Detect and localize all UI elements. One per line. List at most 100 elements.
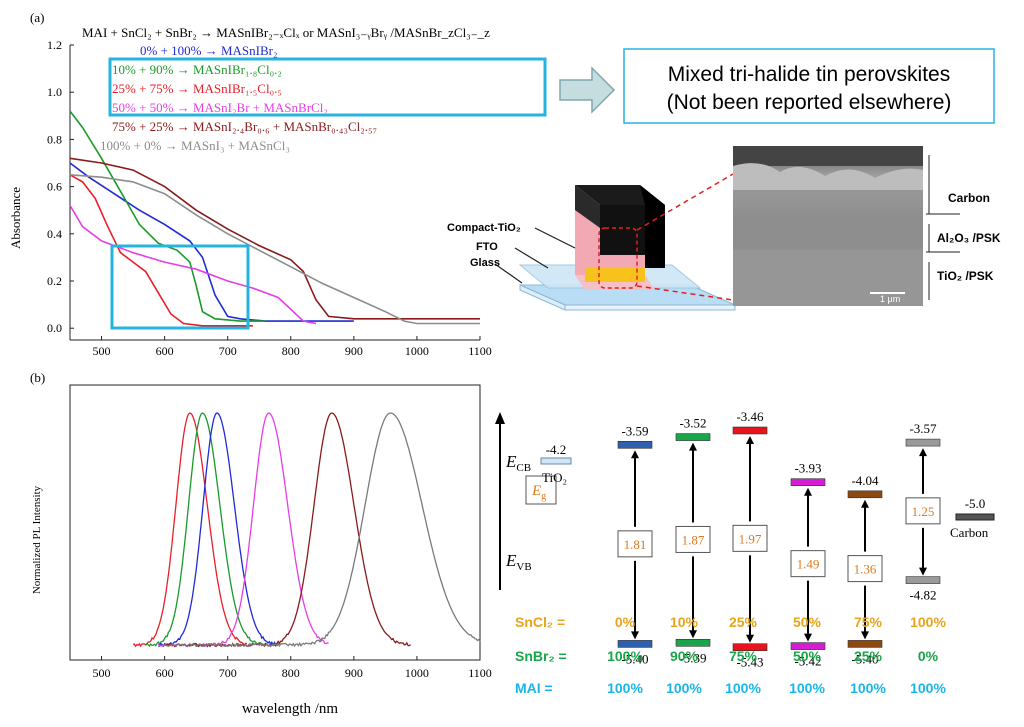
abs-y-tick-label: 0.4 xyxy=(47,227,62,241)
vb-level-0 xyxy=(617,640,653,648)
up-arrow-head-0 xyxy=(631,450,639,459)
tio2-layer-label: TiO₂ /PSK xyxy=(937,269,994,283)
glass-label: Glass xyxy=(470,257,500,269)
abs-x-tick-label: 800 xyxy=(282,344,300,358)
scale-bar-label: 1 μm xyxy=(880,294,900,304)
vb-value-5: -4.82 xyxy=(909,588,936,603)
panel-b-label: (b) xyxy=(30,370,45,385)
energy-diagram: -3.59 -5.40 1.81 -3.52 -5.39 1.87 -3.46 -5.43 1.… xyxy=(495,409,941,670)
sncl2-row-label: SnCl₂ = xyxy=(515,614,565,630)
cb-level-0 xyxy=(617,440,653,449)
down-arrow-head-0 xyxy=(631,631,639,640)
abs-x-tick-label: 700 xyxy=(219,344,237,358)
cb-value-3: -3.93 xyxy=(794,461,821,476)
sncl2-value-4: 75% xyxy=(854,614,883,630)
eg-value-1: 1.87 xyxy=(682,532,705,547)
down-arrow-head-3 xyxy=(804,633,812,642)
callout-line-2: (Not been reported elsewhere) xyxy=(667,91,952,114)
vb-value-1: -5.39 xyxy=(679,650,706,665)
down-arrow-head-1 xyxy=(689,630,697,639)
cb-value-2: -3.46 xyxy=(736,409,764,424)
vb-level-2 xyxy=(732,643,768,652)
carbon-layer-label: Carbon xyxy=(948,191,990,205)
abs-series-1 xyxy=(69,110,266,322)
eg-box-3 xyxy=(790,550,826,578)
al2o3-layer-label: Al₂O₃ /PSK xyxy=(937,231,1001,245)
eg-box xyxy=(525,475,557,505)
carbon-level-value: -5.0 xyxy=(965,496,986,511)
evb-label: EVB xyxy=(505,551,532,573)
abs-series-2 xyxy=(69,174,253,327)
compact-tio2-label: Compact-TiO₂ xyxy=(447,222,521,234)
snbr2-value-5: 0% xyxy=(918,648,939,664)
eg-value-0: 1.81 xyxy=(624,537,647,552)
carbon-level xyxy=(955,513,995,521)
eg-box-0 xyxy=(617,530,653,558)
mai-row-label: MAI = xyxy=(515,680,553,696)
cb-value-4: -4.04 xyxy=(851,473,879,488)
legend-entry-2: 25% + 75% → MASnIBr₁.₅Cl₀.₅ xyxy=(112,81,282,96)
pl-series-5 xyxy=(164,412,481,648)
mai-value-0: 100% xyxy=(607,680,643,696)
pl-series-4 xyxy=(164,412,411,648)
highlight-box-legend xyxy=(108,57,547,117)
pl-x-tick-label: 500 xyxy=(93,666,111,680)
abs-y-tick-label: 0.2 xyxy=(47,274,62,288)
legend-entry-5: 100% + 0% → MASnI₃ + MASnCl₃ xyxy=(100,138,290,153)
abs-series-3 xyxy=(69,205,317,325)
mai-value-4: 100% xyxy=(850,680,886,696)
device-schematic: Compact-TiO₂ FTO Glass xyxy=(447,173,736,311)
abs-x-tick-label: 1000 xyxy=(405,344,429,358)
highlight-box-edges xyxy=(110,244,250,330)
eg-label: Eg xyxy=(531,483,546,502)
cb-value-0: -3.59 xyxy=(621,423,648,438)
callout-arrow-icon xyxy=(559,66,616,114)
up-arrow-head-5 xyxy=(919,448,927,457)
absorbance-axes: 500 600 700 800 900 1000 1100 0.0 0.2 0.4 0.6 0.8 1.… xyxy=(47,38,492,358)
abs-x-tick-label: 500 xyxy=(93,344,111,358)
legend-entry-1: 10% + 90% → MASnIBr₁.₈Cl₀.₂ xyxy=(112,62,282,77)
pl-x-tick-label: 700 xyxy=(219,666,237,680)
absorbance-curves xyxy=(69,110,480,327)
callout-line-1: Mixed tri-halide tin perovskites xyxy=(668,63,950,86)
up-arrow-head-4 xyxy=(861,499,869,508)
snbr2-value-0: 100% xyxy=(607,648,643,664)
sncl2-value-0: 0% xyxy=(615,614,636,630)
abs-y-tick-label: 1.2 xyxy=(47,38,62,52)
absorbance-ylabel: Absorbance xyxy=(8,187,23,249)
abs-y-tick-label: 0.6 xyxy=(47,180,62,194)
pl-series-0 xyxy=(132,412,248,648)
vb-level-5 xyxy=(905,576,941,584)
snbr2-value-1: 90% xyxy=(670,648,699,664)
snbr2-value-4: 25% xyxy=(854,648,883,664)
pl-frame xyxy=(69,384,481,661)
sncl2-value-3: 50% xyxy=(793,614,822,630)
abs-y-tick-label: 1.0 xyxy=(47,85,62,99)
composition-legend: 0% + 100% → MASnIBr₂ 10% + 90% → MASnIBr₁… xyxy=(100,43,377,153)
mai-value-2: 100% xyxy=(725,680,761,696)
abs-series-5 xyxy=(69,174,480,325)
mai-value-5: 100% xyxy=(910,680,946,696)
pl-curves xyxy=(132,412,481,648)
cb-value-1: -3.52 xyxy=(679,416,706,431)
vb-value-2: -5.43 xyxy=(736,655,763,670)
abs-x-tick-label: 1100 xyxy=(468,344,492,358)
abs-x-tick-label: 600 xyxy=(156,344,174,358)
up-arrow-head-2 xyxy=(746,436,754,444)
cb-level-5 xyxy=(905,438,941,447)
ecb-label: ECB xyxy=(505,452,531,474)
pl-axes: 500 600 700 800 900 1000 1100 xyxy=(69,384,492,680)
pl-xlabel: wavelength /nm xyxy=(242,701,339,717)
pl-x-tick-label: 800 xyxy=(282,666,300,680)
sncl2-value-5: 100% xyxy=(910,614,946,630)
vb-level-3 xyxy=(790,642,826,650)
carbon-level-label: Carbon xyxy=(950,525,989,540)
legend-entry-4: 75% + 25% → MASnI₂.₄Br₀.₆ + MASnBr₀.₄₃Cl… xyxy=(112,119,377,134)
up-arrow-head-3 xyxy=(804,487,812,496)
eg-value-4: 1.36 xyxy=(854,562,877,577)
callout-box xyxy=(623,48,995,124)
reaction-equation: MAI + SnCl₂ + SnBr₂ → MASnIBr₂₋ₓClₓ or M… xyxy=(82,25,490,41)
tio2-level-label: TiO₂ xyxy=(542,470,567,485)
up-arrow-head-1 xyxy=(689,442,697,451)
